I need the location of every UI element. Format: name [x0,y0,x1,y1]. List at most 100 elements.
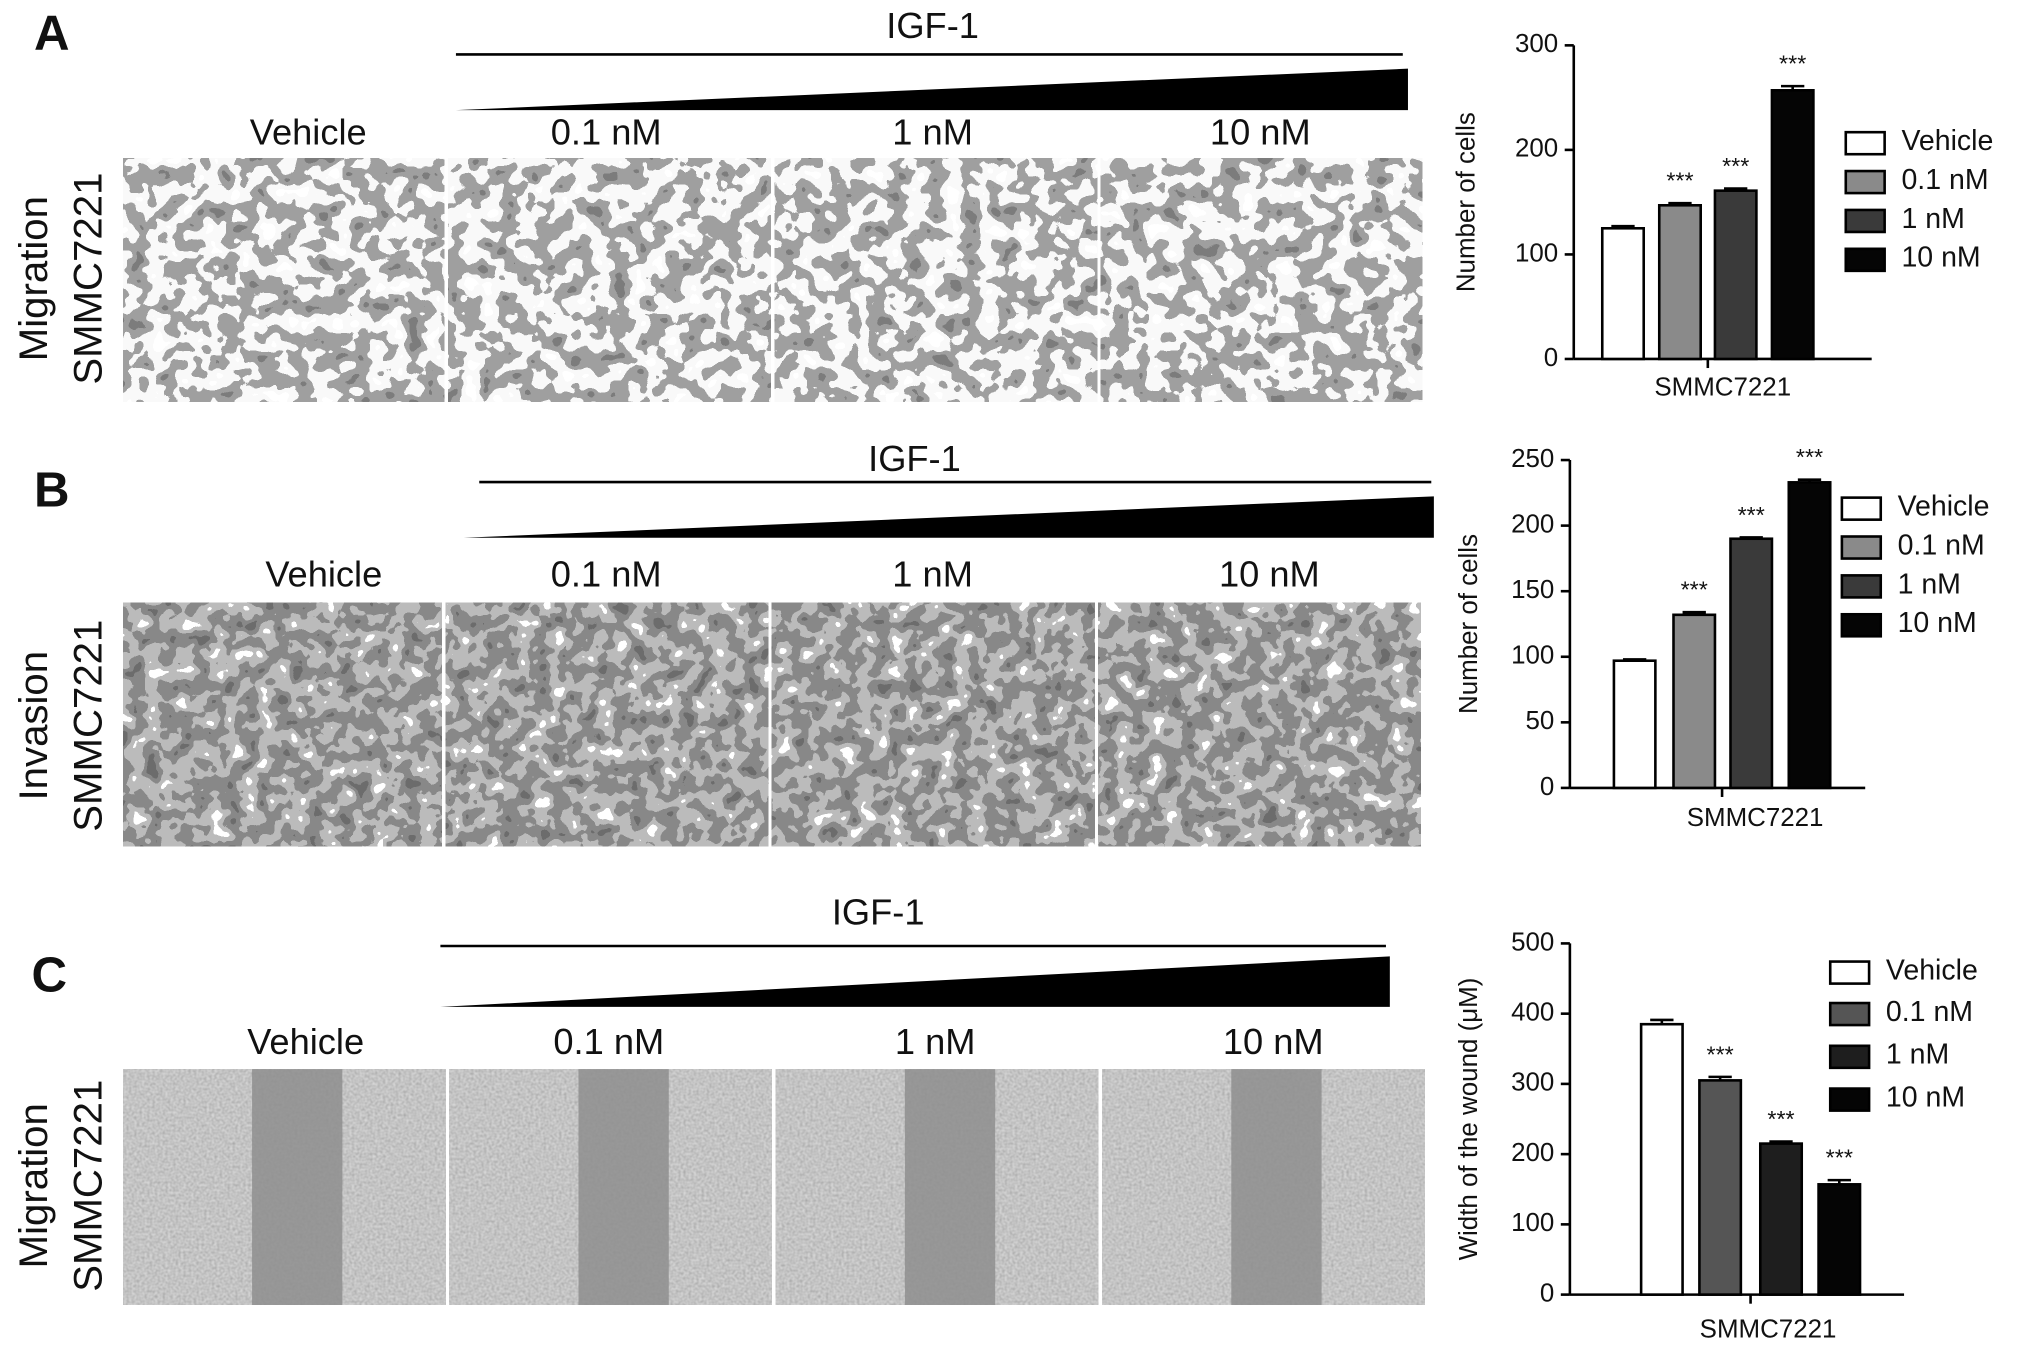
condition-label: 0.1 nM [551,111,662,152]
bar [1770,89,1815,361]
legend-swatch [1828,1001,1871,1027]
assay-label: Migration [11,196,56,361]
y-tick-label: 150 [1511,576,1554,604]
y-tick-label: 100 [1515,239,1558,267]
significance: *** [1722,153,1749,179]
condition-label: Vehicle [265,553,382,594]
panel-letter: C [31,947,67,1002]
stimulus-label: IGF-1 [868,438,961,479]
y-tick-label: 200 [1511,1139,1554,1167]
legend-swatch [1844,130,1886,156]
legend-label: 10 nM [1901,242,1980,274]
legend-swatch [1828,1044,1871,1070]
bar [1787,481,1832,790]
bar [1612,659,1657,790]
dose-wedge [455,68,1408,111]
legend-swatch [1828,1087,1871,1112]
panel-letter: B [34,463,70,518]
micrograph [448,158,771,402]
condition-label: Vehicle [250,111,367,152]
bar [1817,1183,1862,1296]
bar [1713,189,1758,361]
legend-label: Vehicle [1898,491,1990,523]
legend-swatch [1840,496,1883,521]
y-tick-label: 500 [1511,928,1554,956]
condition-label: 1 nM [892,553,973,594]
y-tick-label: 250 [1511,445,1554,473]
y-tick-label: 200 [1511,510,1554,538]
condition-label: 10 nM [1219,553,1320,594]
dose-wedge [463,496,1434,538]
stimulus-label: IGF-1 [832,891,925,932]
legend-swatch [1844,208,1886,234]
legend-label: 1 nM [1898,568,1961,600]
panel-letter: A [34,5,70,60]
bar [1758,1142,1804,1296]
legend-label: 10 nM [1886,1081,1965,1113]
wound-gap [1231,1069,1322,1305]
y-tick-label: 0 [1540,773,1554,801]
wound-gap [904,1069,996,1305]
legend-label: Vehicle [1901,125,1993,157]
bar [1672,613,1717,790]
y-tick-label: 200 [1515,135,1558,163]
wound-gap [252,1069,343,1305]
y-tick-label: 300 [1511,1069,1554,1097]
legend-swatch [1840,574,1883,599]
legend-label: 1 nM [1901,203,1964,235]
y-tick-label: 300 [1515,30,1558,58]
assay-label: Invasion [11,651,56,801]
legend-label: 0.1 nM [1898,529,1985,561]
micrograph [445,602,769,847]
condition-label: 0.1 nM [553,1021,664,1062]
x-tick-label: SMMC7221 [1700,1316,1837,1344]
micrograph [774,158,1098,402]
wound-gap [578,1069,669,1305]
stimulus-label: IGF-1 [886,5,979,46]
micrograph [771,602,1095,847]
condition-label: 10 nM [1210,111,1311,152]
micrograph [1100,158,1423,402]
y-tick-label: 100 [1511,642,1554,670]
bar [1600,227,1646,361]
significance: *** [1666,168,1693,194]
y-axis-label: Width of the wound (μM) [1455,978,1483,1261]
y-tick-label: 50 [1526,707,1555,735]
legend-label: 0.1 nM [1886,996,1973,1028]
bar [1698,1079,1743,1296]
bar [1639,1022,1684,1296]
legend-swatch [1828,960,1871,985]
significance: *** [1738,502,1765,528]
legend-label: 1 nM [1886,1039,1949,1071]
cell-line-label: SMMC7221 [65,1080,110,1292]
legend-swatch [1844,169,1886,195]
significance: *** [1779,51,1806,77]
condition-label: Vehicle [247,1021,364,1062]
significance: *** [1826,1145,1853,1171]
y-tick-label: 0 [1540,1279,1554,1307]
x-tick-label: SMMC7221 [1654,374,1791,402]
legend-label: 10 nM [1898,607,1977,639]
micrograph [123,158,445,402]
y-tick-label: 100 [1511,1209,1554,1237]
significance: *** [1767,1106,1794,1132]
condition-label: 1 nM [892,111,973,152]
condition-label: 1 nM [895,1021,976,1062]
legend-swatch [1840,535,1883,560]
y-axis-label: Number of cells [1452,112,1480,292]
condition-label: 10 nM [1223,1021,1324,1062]
y-axis-label: Number of cells [1455,534,1483,714]
significance: *** [1796,444,1823,470]
assay-label: Migration [11,1103,56,1268]
cell-line-label: SMMC7221 [65,620,110,832]
legend-label: 0.1 nM [1901,164,1988,196]
x-tick-label: SMMC7221 [1687,804,1824,832]
dose-wedge [440,956,1390,1007]
micrograph [123,602,442,847]
legend-label: Vehicle [1886,954,1978,986]
bar [1657,204,1702,361]
y-tick-label: 0 [1544,344,1558,372]
significance: *** [1707,1041,1734,1067]
condition-label: 0.1 nM [551,553,662,594]
